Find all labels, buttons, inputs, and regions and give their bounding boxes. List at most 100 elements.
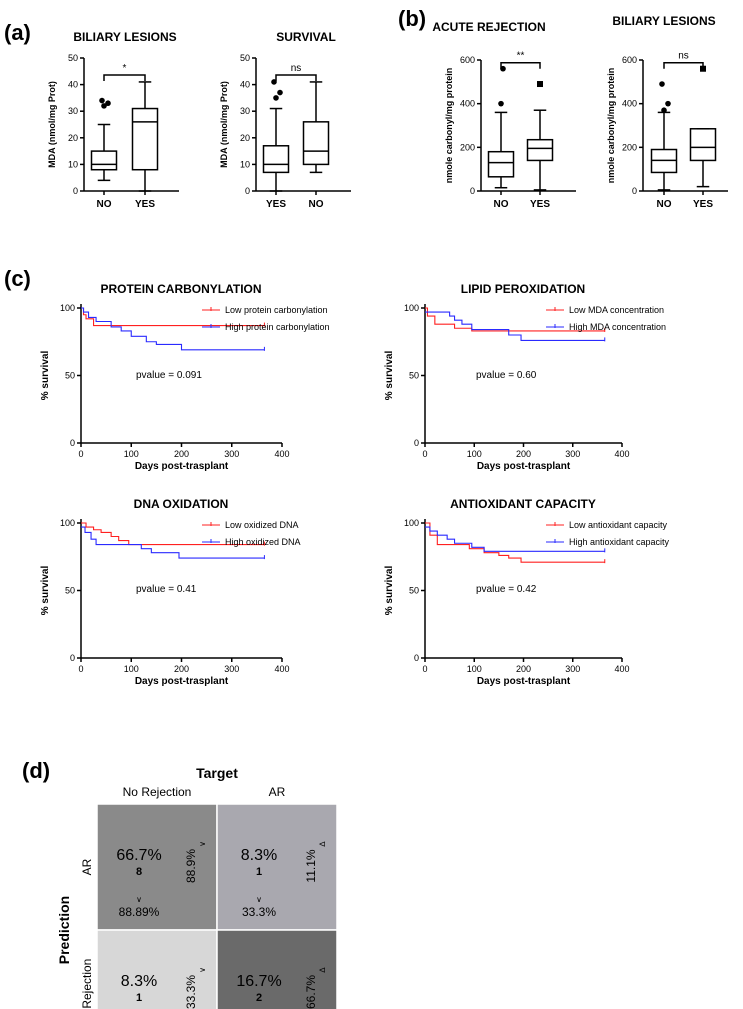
cell-column-percentage: 33.3% (242, 905, 276, 919)
cell-column-arrow: ∨ (256, 895, 262, 904)
x-tick-label: 100 (124, 449, 139, 459)
x-tick-label: 100 (467, 449, 482, 459)
chart-c3: DNA OXIDATION % survival Days post-traspla… (40, 497, 301, 687)
matrix-cell (216, 803, 338, 931)
x-tick-label: 200 (516, 664, 531, 674)
box-iqr (689, 128, 717, 162)
significance-bracket (103, 74, 146, 81)
legend-entry: High MDA concentration (569, 322, 666, 332)
y-tick-label: 0 (414, 653, 419, 663)
y-tick-label: 0 (632, 186, 637, 196)
y-tick-label: 0 (70, 653, 75, 663)
cell-row-arrow: ∆ (318, 841, 327, 846)
target-title: Target (196, 765, 238, 781)
y-tick-label: 400 (460, 99, 475, 109)
outlier-point (661, 107, 667, 114)
y-tick-label: 40 (68, 80, 78, 90)
cell-row-arrow: ∨ (198, 841, 207, 847)
y-tick-label: 50 (409, 586, 419, 596)
y-axis-label: MDA (nmol/mg Prot) (47, 81, 57, 168)
significance-label: ns (291, 63, 302, 74)
box-iqr (302, 121, 330, 166)
outlier-point (99, 97, 105, 104)
significance-bracket (500, 61, 541, 69)
x-tick-label: 300 (224, 449, 239, 459)
cell-row-percentage: 11.1% (304, 849, 318, 882)
y-tick-label: 0 (470, 186, 475, 196)
prediction-title: Prediction (56, 896, 72, 964)
y-tick-label: 20 (68, 133, 78, 143)
category-label: NO (97, 199, 112, 210)
legend-entry: High antioxidant capacity (569, 537, 670, 547)
chart-title: PROTEIN CARBONYLATION (100, 282, 261, 296)
cell-row-percentage: 33.3% (184, 975, 198, 1009)
column-label: AR (269, 785, 286, 799)
row-label: AR (80, 858, 94, 875)
box-iqr (487, 150, 515, 178)
x-tick-label: 300 (565, 664, 580, 674)
y-tick-label: 30 (240, 106, 250, 116)
survival-curve (81, 522, 265, 546)
category-label: YES (530, 199, 550, 210)
chart-title: SURVIVAL (276, 30, 336, 44)
cell-row-arrow: ∨ (198, 967, 207, 973)
outlier-point (659, 81, 665, 87)
x-tick-label: 100 (467, 664, 482, 674)
pvalue-label: pvalue = 0.60 (476, 370, 537, 381)
cell-count: 8 (136, 866, 142, 878)
cell-percentage: 16.7% (236, 973, 281, 990)
x-tick-label: 0 (78, 664, 83, 674)
outlier-point (101, 103, 107, 109)
cell-row-percentage: 88.9% (184, 849, 198, 883)
category-label: YES (135, 199, 155, 210)
pvalue-label: pvalue = 0.42 (476, 584, 537, 595)
y-axis-label: % survival (40, 351, 51, 401)
x-tick-label: 0 (78, 449, 83, 459)
legend-entry: High oxidized DNA (225, 537, 301, 547)
y-tick-label: 10 (68, 159, 78, 169)
category-label: YES (266, 199, 286, 210)
y-tick-label: 30 (68, 106, 78, 116)
y-tick-label: 100 (60, 518, 75, 528)
panel-label-a: (a) (4, 20, 31, 45)
cell-count: 1 (136, 992, 142, 1004)
y-tick-label: 50 (409, 371, 419, 381)
y-axis-label: % survival (40, 566, 51, 616)
cell-row-arrow: ∆ (318, 967, 327, 972)
cell-percentage: 8.3% (121, 973, 157, 990)
outlier-point (537, 81, 543, 88)
legend-entry: Low oxidized DNA (225, 520, 299, 530)
y-axis-label: % survival (384, 351, 395, 401)
x-tick-label: 400 (274, 449, 289, 459)
y-tick-label: 50 (68, 53, 78, 63)
cell-column-arrow: ∨ (136, 895, 142, 904)
y-axis-label: nmole carbonyl/mg protein (606, 68, 616, 184)
x-tick-label: 400 (614, 449, 629, 459)
x-tick-label: 0 (422, 449, 427, 459)
survival-curve (425, 311, 605, 341)
y-tick-label: 100 (404, 303, 419, 313)
matrix-cell (96, 803, 218, 931)
y-axis-label: MDA (nmol/mg Prot) (219, 81, 229, 168)
y-tick-label: 200 (460, 142, 475, 152)
y-tick-label: 50 (65, 586, 75, 596)
outlier-point (105, 100, 111, 107)
x-axis-label: Days post-trasplant (135, 461, 229, 472)
legend-entry: Low antioxidant capacity (569, 520, 668, 530)
survival-curve (81, 307, 265, 351)
x-tick-label: 0 (422, 664, 427, 674)
y-tick-label: 0 (73, 186, 78, 196)
x-tick-label: 200 (174, 449, 189, 459)
chart-title: DNA OXIDATION (134, 497, 229, 511)
cell-count: 2 (256, 992, 262, 1004)
box-iqr (131, 107, 159, 171)
y-tick-label: 400 (622, 99, 637, 109)
chart-title: BILIARY LESIONS (612, 14, 715, 28)
panel-label-c: (c) (4, 266, 31, 291)
chart-c4: ANTIOXIDANT CAPACITY % survival Days post-… (384, 497, 670, 687)
chart-c2: LIPID PEROXIDATION % survival Days post-tr… (384, 282, 666, 472)
cell-percentage: 66.7% (116, 847, 161, 864)
x-axis-label: Days post-trasplant (135, 676, 229, 687)
